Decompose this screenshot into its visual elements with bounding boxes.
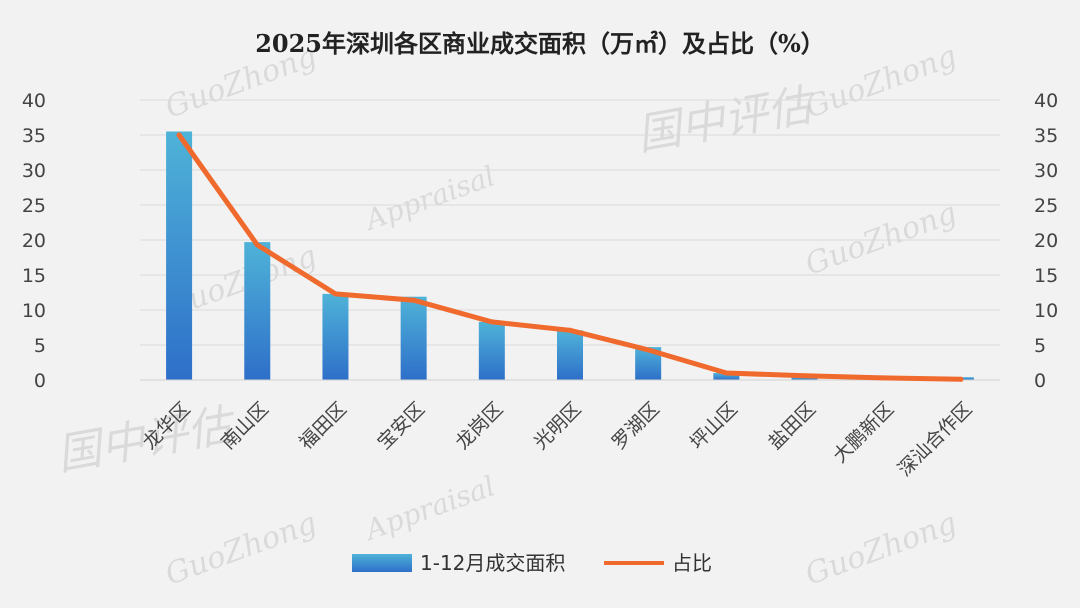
y-axis-right: 0 5 10 15 20 25 30 35 40 [1034, 90, 1058, 392]
bar [166, 131, 193, 380]
y-right-tick-label: 0 [1034, 370, 1046, 392]
y-left-tick-label: 25 [22, 195, 46, 217]
y-right-tick-label: 40 [1034, 90, 1058, 112]
line-point [332, 291, 338, 297]
legend-label-bar: 1-12月成交面积 [420, 551, 565, 575]
y-right-tick-label: 25 [1034, 195, 1058, 217]
bar [557, 330, 583, 380]
line-point [723, 370, 729, 376]
y-right-tick-label: 10 [1034, 300, 1058, 322]
y-left-tick-label: 40 [22, 90, 46, 112]
y-left-tick-label: 0 [34, 370, 46, 392]
y-left-tick-label: 5 [34, 335, 46, 357]
y-left-tick-label: 30 [22, 160, 46, 182]
bar [791, 377, 818, 380]
y-right-tick-label: 5 [1034, 335, 1046, 357]
bar-series [166, 131, 974, 380]
y-right-tick-label: 20 [1034, 230, 1058, 252]
y-left-tick-label: 15 [22, 265, 46, 287]
y-axis-left: 0 5 10 15 20 25 30 35 40 [22, 90, 46, 392]
line-point [645, 347, 651, 353]
y-left-tick-label: 10 [22, 300, 46, 322]
bar [322, 293, 349, 380]
line-point [176, 132, 182, 138]
y-right-tick-label: 35 [1034, 125, 1058, 147]
bar [244, 242, 271, 380]
bar [400, 296, 427, 380]
legend: 1-12月成交面积 占比 [352, 551, 712, 575]
line-point [958, 376, 964, 382]
y-left-tick-label: 20 [22, 230, 46, 252]
chart-title: 2025年深圳各区商业成交面积（万㎡）及占比（%） [255, 29, 825, 58]
y-left-tick-label: 35 [22, 125, 46, 147]
line-point [411, 297, 417, 303]
legend-swatch-bar [352, 554, 412, 572]
line-point [567, 327, 573, 333]
line-point [254, 242, 260, 248]
line-point [802, 373, 808, 379]
y-right-tick-label: 15 [1034, 265, 1058, 287]
line-point [880, 375, 886, 381]
bar [478, 321, 505, 380]
legend-label-line: 占比 [672, 551, 712, 575]
bar [713, 373, 740, 380]
line-series [176, 132, 964, 382]
y-right-tick-label: 30 [1034, 160, 1058, 182]
line-point [489, 319, 495, 325]
